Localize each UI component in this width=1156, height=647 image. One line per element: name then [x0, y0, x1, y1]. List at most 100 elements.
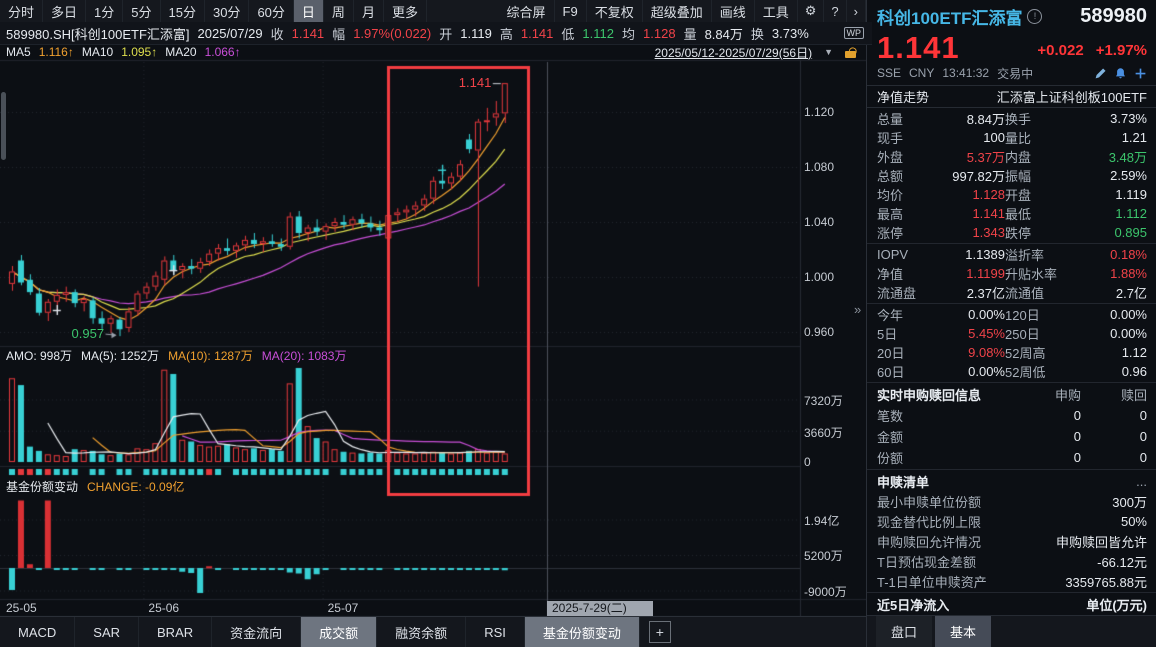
stat-value: 1.21 [1121, 130, 1147, 145]
help-icon[interactable]: ? [824, 0, 847, 22]
indicator-tab-bar: MACD SAR BRAR 资金流向 成交额 融资余额 RSI 基金份额变动 + [0, 616, 866, 647]
stat-row: 60日 0.00% 52周低 0.96 [877, 362, 1147, 381]
indicator-tab-基金份额变动[interactable]: 基金份额变动 [524, 617, 640, 647]
gear-icon[interactable]: ⚙ [798, 0, 825, 22]
stat-value: 8.84万 [966, 112, 1005, 127]
exchange-label: SSE [877, 66, 902, 80]
toolbar-item-更多[interactable]: 更多 [384, 0, 427, 22]
toolbar-item-综合屏[interactable]: 综合屏 [499, 0, 555, 22]
stat-label: 跌停 [1005, 226, 1032, 241]
chevron-down-icon[interactable]: ▼ [824, 47, 833, 57]
toolbar-item-5分[interactable]: 5分 [123, 0, 161, 22]
toolbar-item-超级叠加[interactable]: 超级叠加 [643, 0, 712, 22]
toolbar-item-60分[interactable]: 60分 [249, 0, 294, 22]
currency-label: CNY [909, 66, 935, 80]
toolbar-item-分时[interactable]: 分时 [0, 0, 44, 22]
stat-label: IOPV [877, 247, 909, 262]
list-label: T日预估现金差额 [877, 554, 976, 570]
toolbar-item-多日[interactable]: 多日 [43, 0, 87, 22]
rt-label: 金额 [877, 430, 904, 445]
stat-value: 2.7亿 [1115, 286, 1147, 301]
indicator-tab-BRAR[interactable]: BRAR [139, 617, 213, 647]
rt-value: 0 [1073, 408, 1081, 423]
stat-value: 1.1389 [965, 247, 1005, 262]
stat-label: 52周低 [1005, 365, 1046, 380]
quote-side-panel: 科创100ETF汇添富 ! 589980 1.141 +0.022 +1.97%… [866, 0, 1156, 647]
date-range-label[interactable]: 2025/05/12-2025/07/29(56日) [654, 45, 813, 60]
stat-label: 净值 [877, 267, 904, 282]
quote-info-segment: 1.141 [520, 25, 554, 41]
amo-segment: MA(20): 1083万 [261, 348, 347, 363]
list-row: T-1日单位申赎资产 3359765.88元 [877, 571, 1147, 591]
rt-col-redeem: 赎回 [1120, 388, 1147, 403]
info-icon[interactable]: ! [1027, 8, 1043, 24]
panel-tab-盘口[interactable]: 盘口 [876, 616, 933, 647]
unlock-icon[interactable] [845, 46, 858, 58]
panel-expander[interactable]: » [854, 302, 862, 317]
nav-trend-row[interactable]: 净值走势 汇添富上证科创板100ETF [867, 85, 1156, 108]
left-scroll-indicator[interactable] [1, 92, 6, 160]
rt-value: 0 [1139, 408, 1147, 423]
quote-info-segment: 8.84万 [704, 26, 743, 42]
toolbar-item-F9[interactable]: F9 [555, 0, 587, 22]
add-indicator-button[interactable]: + [648, 621, 671, 643]
quote-info-segment: 1.112 [582, 25, 614, 41]
creation-list-group: 申赎清单... 最小申赎单位份额 300万 现金替代比例上限 50% 申购赎回允许情况 申购… [867, 470, 1156, 593]
stat-label: 换手 [1005, 112, 1032, 127]
fund-share-segment: 基金份额变动 [6, 479, 79, 494]
kline-chart-canvas[interactable] [0, 0, 866, 647]
list-header-row[interactable]: 申赎清单... [877, 471, 1147, 491]
stat-label: 20日 [877, 346, 905, 361]
indicator-tab-MACD[interactable]: MACD [0, 617, 76, 647]
stat-value: 5.37万 [966, 150, 1005, 165]
indicator-tab-成交额[interactable]: 成交额 [301, 617, 378, 647]
toolbar-item-日[interactable]: 日 [293, 0, 324, 22]
stat-label: 均价 [877, 188, 904, 203]
indicator-tab-资金流向[interactable]: 资金流向 [212, 617, 302, 647]
more-icon[interactable]: ... [1136, 473, 1147, 489]
toolbar-item-不复权[interactable]: 不复权 [587, 0, 643, 22]
quote-info-segment: 量 [683, 26, 697, 42]
stat-value: 9.08% [968, 345, 1005, 360]
stat-label: 涨停 [877, 226, 904, 241]
toolbar-spacer [427, 0, 499, 22]
rt-row: 份额 0 0 [877, 447, 1147, 468]
nav-trend-label: 净值走势 [877, 90, 930, 105]
stat-row: 流通盘 2.37亿 流通值 2.7亿 [877, 283, 1147, 302]
panel-tab-基本[interactable]: 基本 [935, 616, 992, 647]
ma-indicator-bar: MA5 1.116↑ MA10 1.095↑ MA20 1.066↑ 2025/05/12… [0, 44, 872, 60]
period-toolbar: 分时 多日 1分 5分 15分 30分 60分日周月更多 综合屏 F9 不复权 超级叠加 画线 工具 ⚙?… [0, 0, 866, 23]
toolbar-item-周[interactable]: 周 [324, 0, 354, 22]
stat-label: 升贴水率 [1005, 267, 1058, 282]
toolbar-item-1分[interactable]: 1分 [86, 0, 124, 22]
date-range-control[interactable]: 2025/05/12-2025/07/29(56日) ▼ [655, 44, 864, 61]
indicator-tab-融资余额[interactable]: 融资余额 [377, 617, 467, 647]
indicator-tab-SAR[interactable]: SAR [75, 617, 140, 647]
toolbar-item-15分[interactable]: 15分 [161, 0, 205, 22]
toolbar-item-30分[interactable]: 30分 [205, 0, 250, 22]
alert-bell-icon[interactable] [1114, 67, 1127, 80]
netflow-label: 近5日净流入 [877, 597, 950, 613]
wp-badge-icon[interactable]: WP [843, 27, 864, 39]
chevron-right-icon[interactable]: › [847, 0, 866, 22]
amo-segment: AMO: 998万 [6, 348, 73, 363]
toolbar-item-月[interactable]: 月 [354, 0, 384, 22]
toolbar-item-工具[interactable]: 工具 [755, 0, 798, 22]
stat-value: 2.59% [1110, 168, 1147, 183]
fund-share-indicator-bar: 基金份额变动 CHANGE: -0.09亿 [0, 478, 193, 494]
chart-region: 分时 多日 1分 5分 15分 30分 60分日周月更多 综合屏 F9 不复权 超级叠加 画线 工具 ⚙?… [0, 0, 872, 647]
edit-icon[interactable] [1094, 67, 1107, 80]
add-watchlist-icon[interactable] [1134, 67, 1147, 80]
rt-label: 笔数 [877, 409, 904, 424]
list-label: T-1日单位申赎资产 [877, 574, 987, 590]
rt-value: 0 [1139, 450, 1147, 465]
ma-segment: MA20 [165, 45, 197, 59]
stat-label: 现手 [877, 131, 904, 146]
toolbar-item-画线[interactable]: 画线 [712, 0, 755, 22]
rt-col-subscribe: 申购 [1054, 388, 1081, 403]
security-name: 科创100ETF汇添富 [877, 8, 1023, 28]
fund-share-segment: CHANGE: -0.09亿 [87, 479, 185, 494]
indicator-tab-RSI[interactable]: RSI [466, 617, 525, 647]
stat-value: 0.00% [968, 364, 1005, 379]
